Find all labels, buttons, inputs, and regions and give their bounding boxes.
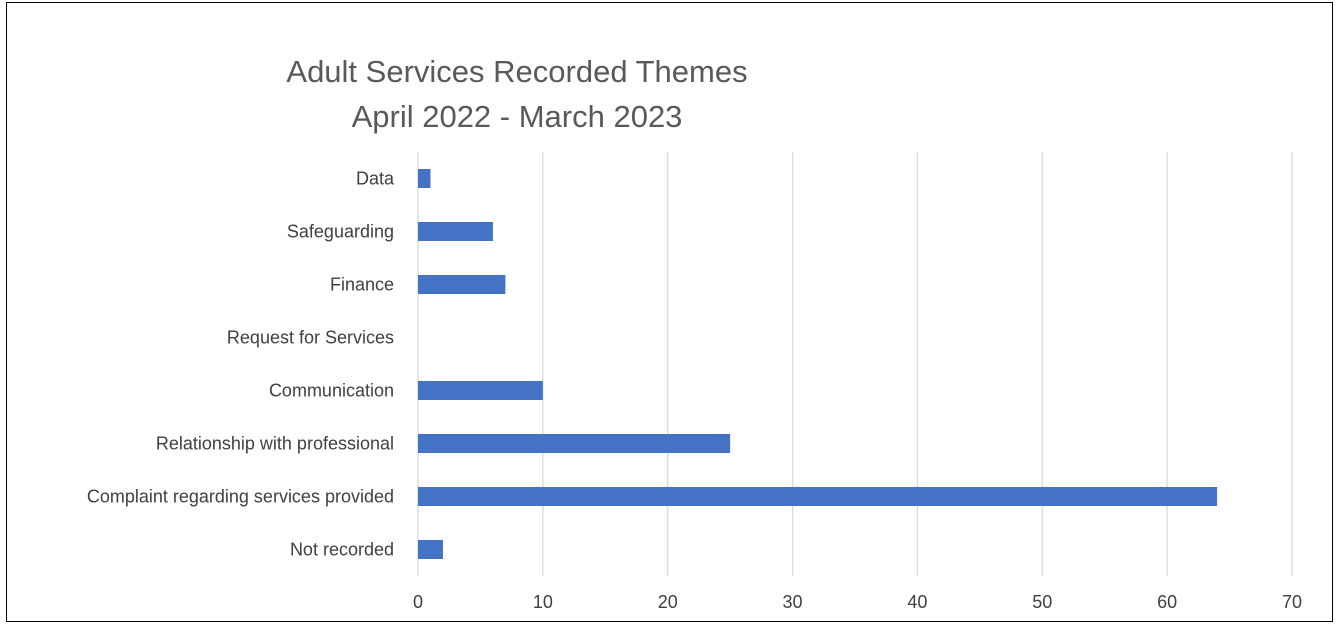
x-tick-label: 50 bbox=[1032, 592, 1052, 612]
x-tick-label: 70 bbox=[1282, 592, 1302, 612]
x-tick-label: 40 bbox=[907, 592, 927, 612]
category-label: Relationship with professional bbox=[156, 434, 394, 454]
category-labels: Data Safeguarding Finance Request for Servi… bbox=[87, 169, 395, 560]
bar bbox=[418, 222, 493, 241]
bar bbox=[418, 169, 431, 188]
chart-frame: Adult Services Recorded Themes April 202… bbox=[6, 2, 1333, 622]
x-tick-label: 60 bbox=[1157, 592, 1177, 612]
category-label: Safeguarding bbox=[287, 222, 394, 242]
category-label: Request for Services bbox=[227, 328, 394, 348]
bar bbox=[418, 434, 731, 453]
category-label: Finance bbox=[330, 275, 394, 295]
category-label: Communication bbox=[269, 381, 394, 401]
x-tick-label: 10 bbox=[533, 592, 553, 612]
x-tick-label: 30 bbox=[783, 592, 803, 612]
category-label: Not recorded bbox=[290, 540, 394, 560]
bar bbox=[418, 275, 506, 294]
chart-subtitle: April 2022 - March 2023 bbox=[351, 99, 683, 134]
bars bbox=[418, 169, 1218, 559]
x-tick-label: 20 bbox=[658, 592, 678, 612]
x-axis-ticks: 0 10 20 30 40 50 60 70 bbox=[413, 592, 1302, 612]
gridlines bbox=[417, 152, 1293, 576]
x-tick-label: 0 bbox=[413, 592, 423, 612]
category-label: Complaint regarding services provided bbox=[87, 487, 394, 507]
bar bbox=[418, 381, 543, 400]
category-label: Data bbox=[356, 169, 395, 189]
bar bbox=[418, 540, 443, 559]
bar bbox=[418, 487, 1218, 506]
chart-title: Adult Services Recorded Themes bbox=[286, 54, 748, 89]
